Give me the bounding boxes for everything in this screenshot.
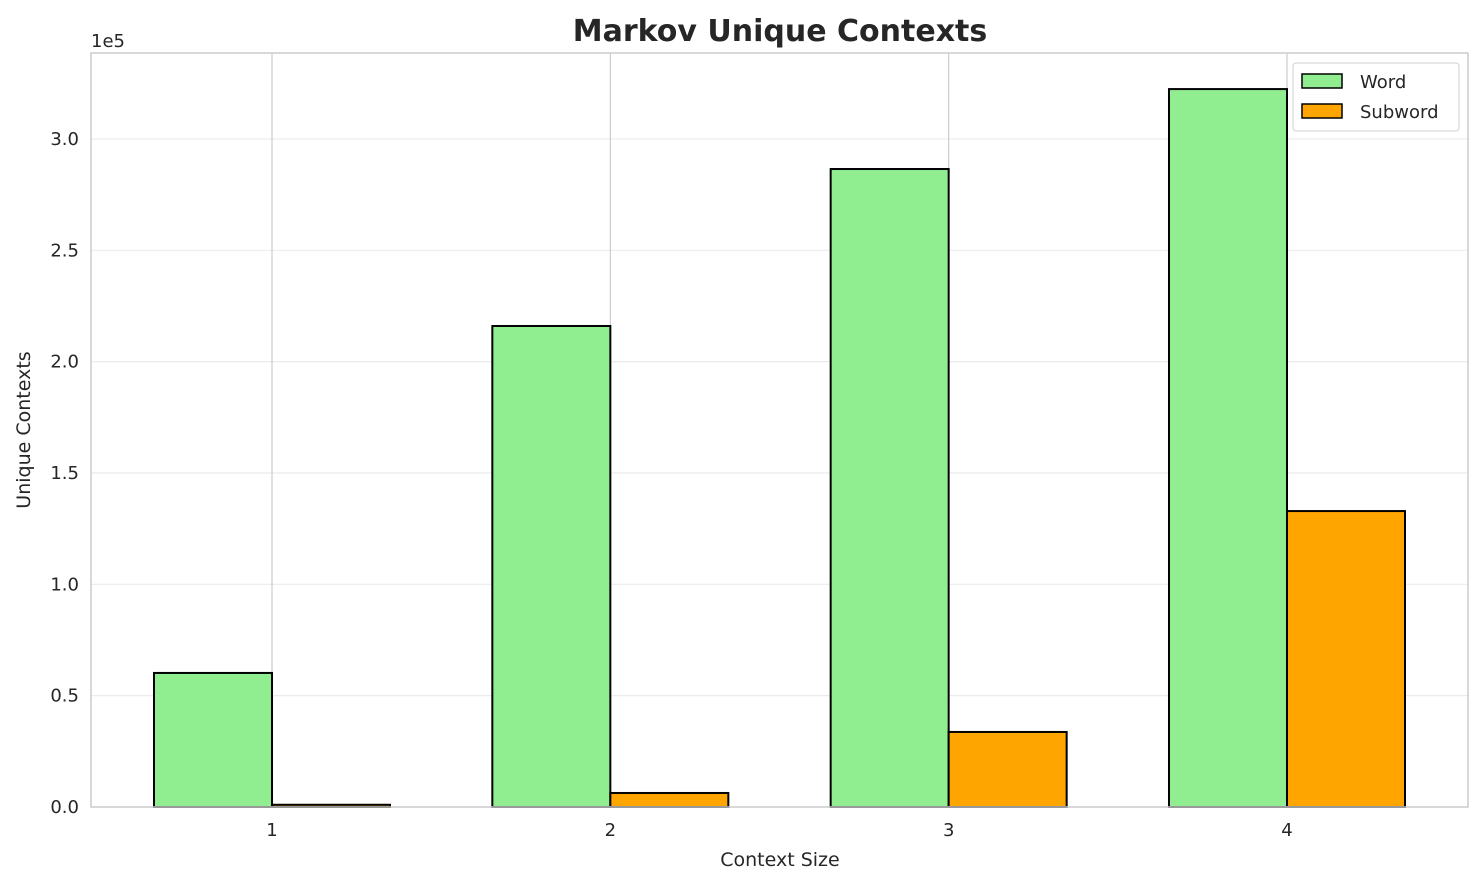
- bar-word: [153, 671, 274, 809]
- legend-label: Subword: [1360, 102, 1439, 123]
- bar-subword: [947, 730, 1068, 809]
- legend-label: Word: [1360, 72, 1406, 93]
- x-axis-label: Context Size: [720, 849, 839, 871]
- bar-word: [1167, 88, 1288, 809]
- y-tick-label: 0.5: [50, 686, 79, 707]
- y-tick-label: 2.5: [50, 240, 79, 261]
- bar-subword: [1285, 510, 1406, 808]
- x-tick-label: 2: [605, 820, 616, 841]
- bar-subword: [609, 791, 730, 809]
- x-tick-label: 4: [1281, 820, 1292, 841]
- y-tick-label: 3.0: [50, 129, 79, 150]
- x-tick-label: 1: [266, 820, 277, 841]
- x-tick-label: 3: [943, 820, 954, 841]
- y-offset-label: 1e5: [91, 31, 125, 52]
- legend-swatch: [1301, 103, 1343, 119]
- legend-swatch: [1301, 73, 1343, 89]
- bar-word: [829, 168, 950, 808]
- y-tick-label: 0.0: [50, 797, 79, 818]
- chart-title: Markov Unique Contexts: [573, 14, 988, 49]
- legend: Word Subword: [1292, 62, 1460, 132]
- y-tick-label: 1.0: [50, 574, 79, 595]
- y-tick-label: 2.0: [50, 352, 79, 373]
- y-tick-label: 1.5: [50, 463, 79, 484]
- y-axis-label: Unique Contexts: [13, 351, 35, 508]
- bar-word: [491, 325, 612, 808]
- plot-frame: [90, 52, 1469, 808]
